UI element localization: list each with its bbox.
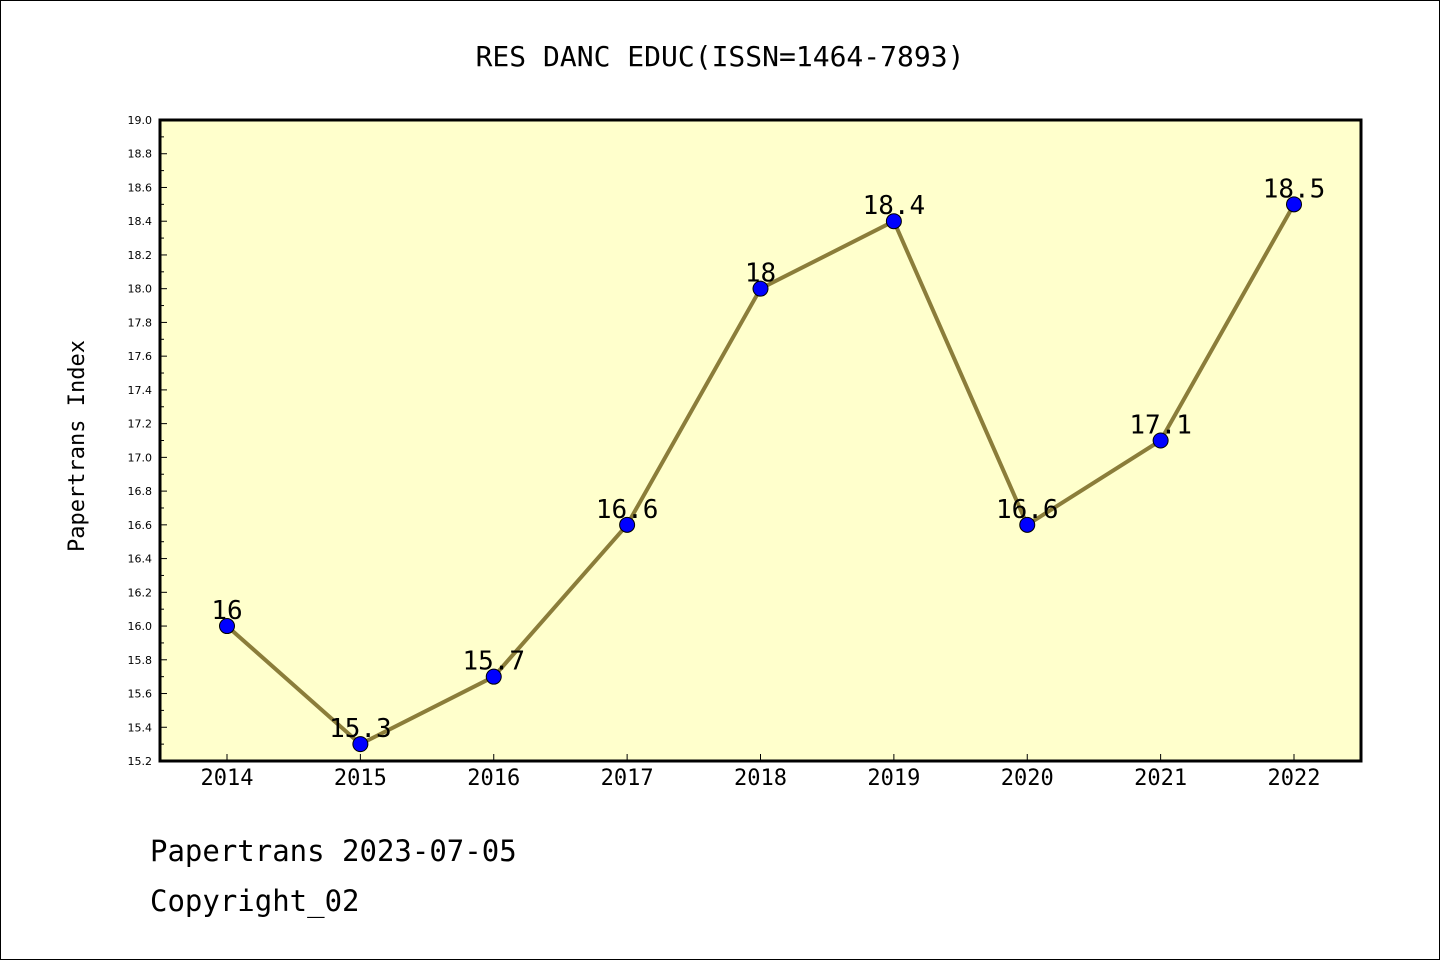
data-label: 18.5 bbox=[1263, 174, 1326, 204]
y-tick-label: 18.2 bbox=[128, 249, 153, 262]
y-tick-label: 16.4 bbox=[128, 553, 153, 566]
data-point bbox=[752, 280, 769, 297]
y-tick-label: 17.8 bbox=[128, 316, 153, 329]
data-label: 17.1 bbox=[1129, 411, 1192, 441]
data-point bbox=[619, 516, 636, 533]
y-tick-label: 16.0 bbox=[128, 620, 153, 633]
x-tick-label: 2022 bbox=[1268, 766, 1321, 791]
chart-title: RES DANC EDUC(ISSN=1464-7893) bbox=[476, 40, 965, 73]
x-axis: 2014 2015 2016 2017 2018 2019 2020 2021 2022 bbox=[201, 754, 1321, 791]
x-tick-label: 2021 bbox=[1134, 766, 1187, 791]
x-tick-label: 2019 bbox=[867, 766, 920, 791]
y-tick-label: 18.0 bbox=[128, 283, 153, 296]
y-tick-label: 15.6 bbox=[128, 688, 153, 701]
data-label: 16.6 bbox=[996, 495, 1059, 525]
y-tick-label: 17.2 bbox=[128, 418, 153, 431]
data-points bbox=[219, 196, 1302, 753]
data-label: 15.7 bbox=[462, 647, 525, 677]
data-labels: 16 15.3 15.7 16.6 18 18.4 16.6 17.1 18.5 bbox=[211, 174, 1325, 744]
y-tick-label: 18.4 bbox=[128, 215, 153, 228]
y-tick-label: 15.4 bbox=[128, 721, 153, 734]
y-tick-label: 15.8 bbox=[128, 654, 153, 667]
data-label: 15.3 bbox=[329, 714, 392, 744]
x-tick-label: 2016 bbox=[467, 766, 520, 791]
y-tick-label: 15.2 bbox=[128, 755, 153, 768]
data-label: 18 bbox=[745, 259, 776, 289]
y-tick-label: 18.8 bbox=[128, 148, 153, 161]
data-label: 16.6 bbox=[596, 495, 659, 525]
data-point bbox=[1152, 432, 1169, 449]
data-point bbox=[352, 736, 369, 753]
y-tick-label: 16.8 bbox=[128, 485, 153, 498]
y-tick-label: 19.0 bbox=[128, 114, 153, 127]
y-tick-label: 17.6 bbox=[128, 350, 153, 363]
footer-date: Papertrans 2023-07-05 bbox=[150, 834, 517, 868]
y-axis-label: Papertrans Index bbox=[65, 340, 90, 552]
y-axis: 15.2 15.4 15.6 15.8 16.0 16.2 16.4 16.6 16.8 17.0… bbox=[128, 114, 167, 768]
x-tick-label: 2018 bbox=[734, 766, 787, 791]
data-label: 16 bbox=[211, 596, 242, 626]
x-tick-label: 2015 bbox=[334, 766, 387, 791]
x-tick-label: 2020 bbox=[1001, 766, 1054, 791]
x-tick-label: 2014 bbox=[201, 766, 254, 791]
y-tick-label: 16.2 bbox=[128, 586, 153, 599]
x-tick-label: 2017 bbox=[601, 766, 654, 791]
data-point bbox=[485, 668, 502, 685]
data-point bbox=[885, 213, 902, 230]
data-point bbox=[1019, 516, 1036, 533]
y-tick-label: 17.0 bbox=[128, 451, 153, 464]
plot-area bbox=[158, 118, 1363, 763]
y-tick-label: 16.6 bbox=[128, 519, 153, 532]
y-tick-label: 18.6 bbox=[128, 181, 153, 194]
data-point bbox=[219, 618, 235, 635]
footer-copyright: Copyright_02 bbox=[150, 884, 360, 918]
y-tick-label: 17.4 bbox=[128, 384, 153, 397]
data-label: 18.4 bbox=[863, 191, 926, 221]
data-point bbox=[1286, 196, 1302, 213]
